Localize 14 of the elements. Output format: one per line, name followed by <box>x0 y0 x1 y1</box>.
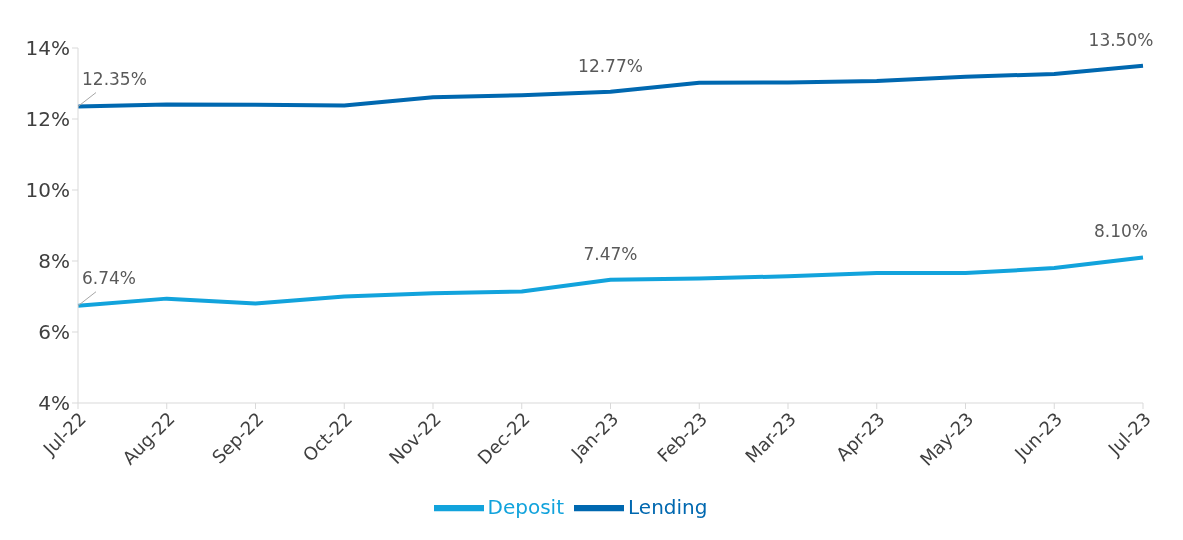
data-label: 6.74% <box>82 267 137 288</box>
data-label: 8.10% <box>1093 221 1149 242</box>
y-tick-label: 6% <box>38 320 70 345</box>
data-label: 13.50% <box>1088 29 1154 50</box>
data-label: 7.47% <box>583 243 638 264</box>
y-tick-label: 8% <box>38 249 70 274</box>
legend-label: Deposit <box>487 494 565 519</box>
y-tick-label: 10% <box>25 178 70 203</box>
y-tick-label: 4% <box>38 391 70 416</box>
data-label: 12.77% <box>578 55 643 76</box>
y-tick-label: 14% <box>25 36 70 61</box>
data-label: 12.35% <box>82 68 147 89</box>
y-tick-label: 12% <box>25 107 70 132</box>
legend-label: Lending <box>628 494 708 519</box>
